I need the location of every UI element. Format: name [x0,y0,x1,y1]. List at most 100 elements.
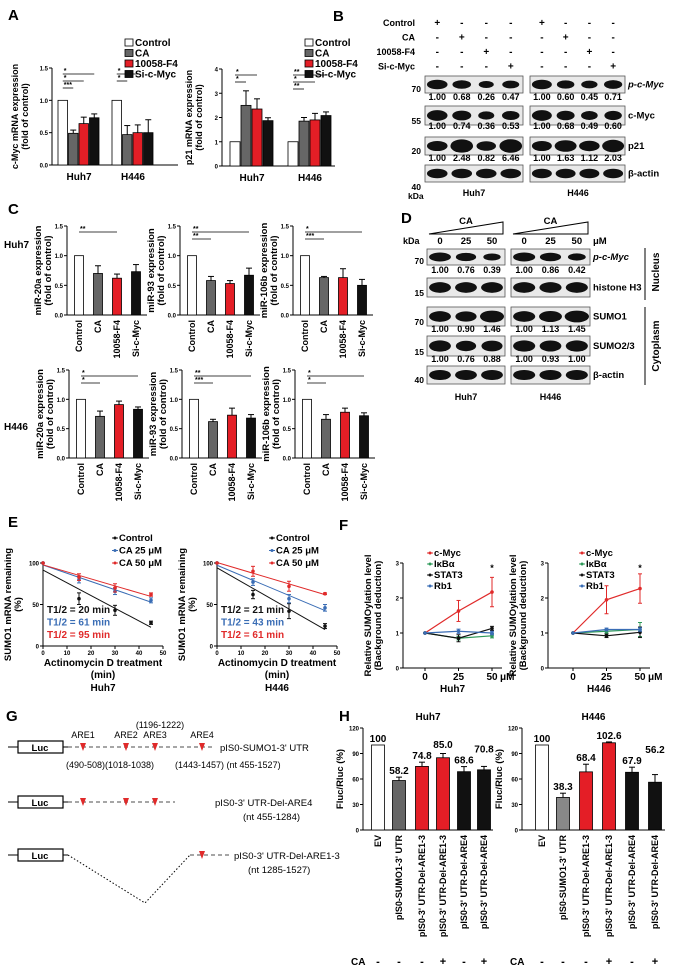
kda-label: kDa [403,236,421,246]
legend-label: CA 25 μM [119,546,162,557]
y-axis-label: Relative SUMOylation level [508,555,519,677]
x-tick-label: 30 [112,651,119,657]
densitometry-value: 0.76 [457,354,475,364]
data-point [149,598,153,603]
densitometry-value: 1.00 [515,354,533,364]
blot-row-label: p-c-Myc [627,80,665,91]
y-axis-label: (fold of control) [43,235,54,305]
legend-label: 10058-F4 [135,59,178,70]
blot-h446 [510,277,591,298]
mw-marker: 40 [412,182,422,192]
y-tick-label: 30 [511,803,518,809]
y-tick-label: 0 [36,645,40,651]
category-label: Control [74,320,84,352]
legend-label: CA 25 μM [276,546,319,557]
blot-huh7 [426,365,506,385]
legend-label: 10058-F4 [315,59,358,70]
densitometry-value: 0.60 [557,92,575,102]
blot-band [539,340,562,352]
significance-label: * [118,68,121,75]
category-label: 10058-F4 [227,463,237,502]
densitometry-value: 0.93 [542,354,560,364]
are-marker-icon [123,743,129,751]
bar [625,771,639,831]
data-point [456,629,461,634]
y-tick-label: 1.0 [281,254,290,260]
bar [309,119,321,167]
blot-band [603,168,624,179]
significance-label: * [294,76,297,83]
blot-frame [424,105,524,126]
condition-sign: - [485,62,488,73]
are-marker-icon [123,798,129,806]
are-label: ARE2 [114,730,138,740]
data-label: 100 [370,734,387,745]
blot-band [579,168,600,179]
category-label: Control [187,320,197,352]
densitometry-value: 1.00 [428,121,446,131]
x-tick-label: 0 [570,672,576,683]
blot-band [429,340,451,352]
densitometry-value: 0.42 [568,265,586,275]
y-axis-label: miR-106b expression [259,223,270,319]
legend-swatch [124,38,134,47]
bar [95,415,105,459]
blot-band [539,282,562,293]
blot-band [531,79,552,90]
data-point [251,580,255,584]
blot-band [513,252,536,262]
legend-label: CA 50 μM [276,558,319,569]
legend-marker [270,536,274,540]
dose-label: 25 [461,236,472,247]
legend-marker [270,549,274,552]
legend-marker [580,551,584,555]
ca-label: CA [510,957,524,968]
y-tick-label: 0.5 [170,427,179,433]
fit-line [42,569,152,628]
blot-band [531,140,552,152]
blot-band [499,139,523,153]
data-point [604,634,609,638]
y-axis-label: (fold of control) [45,379,56,449]
blot-huh7 [424,75,524,94]
category-label: Si-c-Myc [357,320,367,357]
blot-frame [424,75,524,94]
blot-band [513,369,536,381]
significance-label: ** [294,69,300,76]
y-tick-label: 0.0 [40,164,49,170]
dose-gradient-triangle [428,221,504,235]
category-label: CA [93,320,103,333]
y-axis-label: Fluc/Rluc (%) [335,749,346,809]
densitometry-value: 0.71 [604,92,622,102]
y-tick-label: 0 [356,829,360,835]
ca-sign: - [561,956,565,968]
blot-band [531,168,552,179]
category-label: pIS0-3' UTR-Del-ARE1-3 [438,835,448,937]
bar [240,104,252,167]
y-axis-label: Relative SUMOylation level [363,555,374,677]
construct-range: (nt 1285-1527) [248,865,310,876]
bar [371,744,385,831]
data-label: 67.9 [622,756,642,767]
half-life-label: T1/2 = 61 min [221,630,284,641]
data-point [149,620,153,625]
blot-row-label: p21 [628,141,645,152]
data-point [287,596,291,601]
y-axis-label: miR-20a expression [35,369,46,459]
fit-line [42,564,152,597]
blot-row-label: p-c-Myc [592,252,630,263]
y-axis-label: (fold of control) [194,84,204,150]
legend-marker [580,573,584,577]
blot-h446 [529,75,626,94]
data-point [490,631,494,635]
category-label: CA [208,463,218,476]
legend-label: IκBα [434,559,455,570]
mw-marker: 55 [412,116,422,126]
construct-label: pIS0-3' UTR-Del-ARE4 [215,798,312,809]
densitometry-value: 0.47 [502,92,520,102]
condition-sign: + [610,62,616,73]
legend-label: CA [135,49,149,60]
y-tick-label: 0 [515,829,519,835]
densitometry-value: 1.00 [533,121,551,131]
bar [535,744,549,831]
